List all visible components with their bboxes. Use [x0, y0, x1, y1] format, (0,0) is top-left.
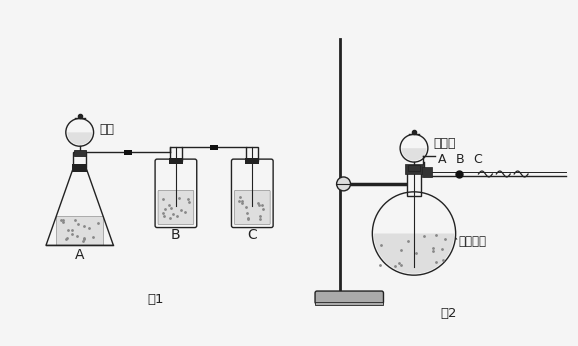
Wedge shape: [67, 132, 92, 145]
FancyBboxPatch shape: [315, 291, 383, 304]
Bar: [74, 150, 86, 156]
Text: 盐酸: 盐酸: [99, 123, 114, 136]
Bar: [72, 164, 87, 172]
Bar: [422, 167, 432, 177]
Circle shape: [336, 177, 350, 191]
Text: A: A: [75, 248, 84, 262]
Text: A: A: [438, 153, 446, 166]
Text: 图2: 图2: [440, 307, 457, 320]
Bar: [405, 164, 423, 174]
Bar: [124, 150, 132, 155]
Bar: [245, 158, 260, 164]
Bar: [315, 302, 383, 305]
Text: C: C: [247, 228, 257, 243]
Polygon shape: [56, 216, 103, 245]
Bar: [169, 158, 183, 164]
Text: 高锰酸钾: 高锰酸钾: [458, 235, 487, 248]
Wedge shape: [374, 234, 454, 274]
Bar: [210, 145, 218, 150]
Text: B: B: [171, 228, 181, 243]
Bar: [408, 165, 420, 171]
Text: 图1: 图1: [148, 293, 164, 306]
Text: B: B: [455, 153, 464, 166]
FancyBboxPatch shape: [158, 190, 194, 225]
Text: C: C: [473, 153, 482, 166]
Text: 浓盐酸: 浓盐酸: [434, 137, 456, 150]
FancyBboxPatch shape: [235, 190, 270, 225]
Wedge shape: [402, 148, 427, 161]
